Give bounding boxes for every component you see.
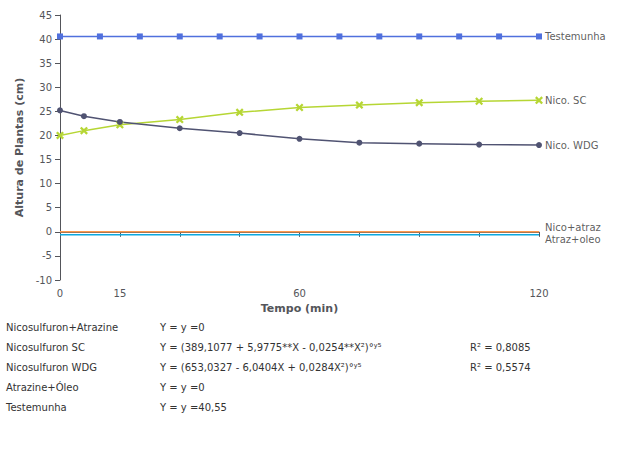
svg-text:120: 120 — [529, 288, 548, 299]
svg-text:Nicosulfuron WDG: Nicosulfuron WDG — [6, 362, 97, 373]
svg-text:0: 0 — [46, 226, 52, 237]
svg-text:Nicosulfuron+Atrazine: Nicosulfuron+Atrazine — [6, 322, 118, 333]
svg-text:Nicosulfuron SC: Nicosulfuron SC — [6, 342, 85, 353]
svg-text:30: 30 — [39, 82, 52, 93]
svg-text:Atraz+oleo: Atraz+oleo — [545, 234, 601, 245]
svg-text:15: 15 — [114, 288, 127, 299]
svg-text:Altura de Plantas (cm): Altura de Plantas (cm) — [13, 78, 26, 217]
svg-text:45: 45 — [39, 10, 52, 21]
svg-text:15: 15 — [39, 154, 52, 165]
svg-text:Y = (389,1077 + 5,9775**X - 0,: Y = (389,1077 + 5,9775**X - 0,0254**X²)°… — [159, 342, 382, 353]
svg-text:Testemunha: Testemunha — [544, 31, 606, 42]
svg-text:35: 35 — [39, 58, 52, 69]
svg-text:-5: -5 — [42, 250, 52, 261]
svg-text:Tempo (min): Tempo (min) — [261, 302, 338, 315]
svg-text:20: 20 — [39, 130, 52, 141]
svg-text:Atrazine+Óleo: Atrazine+Óleo — [6, 381, 79, 393]
svg-text:Y = y =0: Y = y =0 — [159, 382, 205, 393]
svg-text:40: 40 — [39, 34, 52, 45]
svg-text:Nico. WDG: Nico. WDG — [545, 140, 598, 151]
svg-text:60: 60 — [293, 288, 306, 299]
svg-text:Nico+atraz: Nico+atraz — [545, 222, 601, 233]
svg-text:5: 5 — [46, 202, 52, 213]
svg-text:Y = (653,0327 - 6,0404X + 0,02: Y = (653,0327 - 6,0404X + 0,0284X²)°ʸ⁵ — [159, 362, 362, 373]
svg-text:Y = y =0: Y = y =0 — [159, 322, 205, 333]
svg-text:-10: -10 — [36, 275, 52, 286]
svg-text:Nico. SC: Nico. SC — [545, 95, 586, 106]
svg-text:Y = y =40,55: Y = y =40,55 — [159, 402, 227, 413]
svg-text:25: 25 — [39, 106, 52, 117]
svg-text:R² = 0,8085: R² = 0,8085 — [470, 342, 531, 353]
svg-text:Testemunha: Testemunha — [5, 402, 67, 413]
svg-text:R² = 0,5574: R² = 0,5574 — [470, 362, 531, 373]
svg-text:0: 0 — [57, 288, 63, 299]
svg-text:10: 10 — [39, 178, 52, 189]
